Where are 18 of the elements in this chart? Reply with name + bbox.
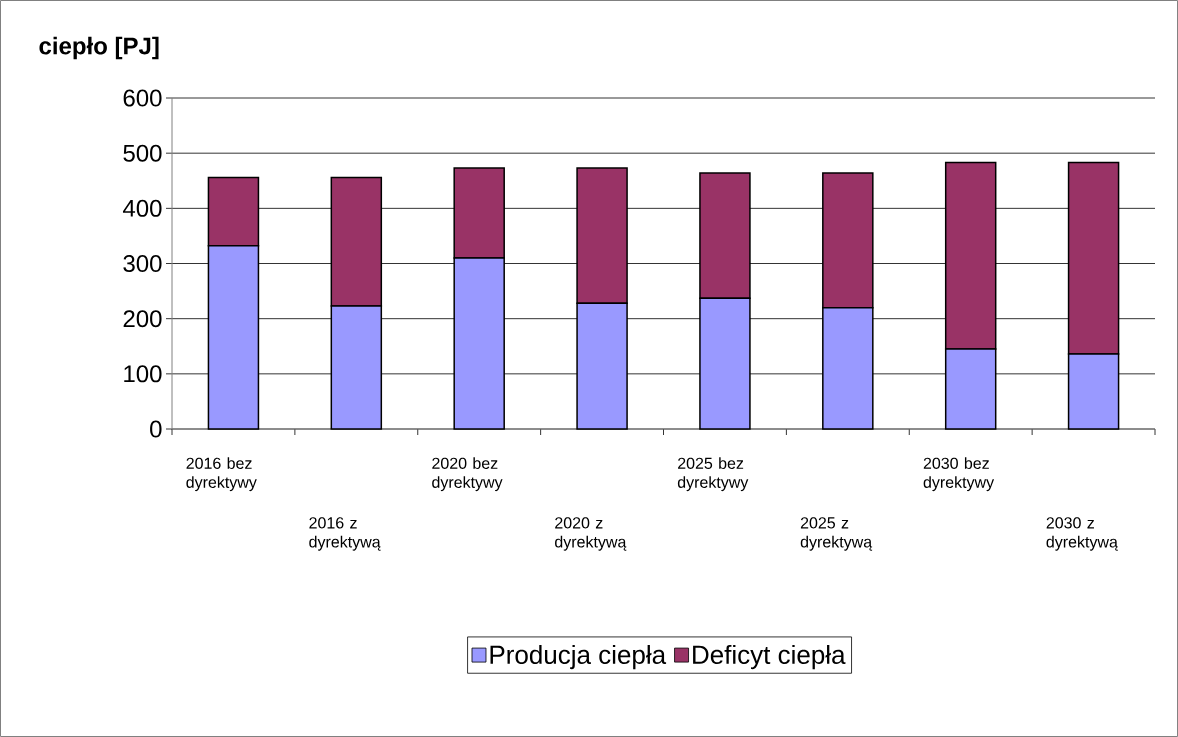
x-tick-label: 2030 bez dyrektywy [923,457,995,492]
y-tick-label: 500 [123,144,162,162]
x-tick-label: 2025 bez dyrektywy [677,457,749,492]
y-tick-label: 400 [122,199,162,217]
y-axis-title: ciepło [PJ] [39,36,159,60]
legend-label: Deficyt ciepła [693,644,846,670]
x-tick-label: 2016 z dyrektywą [309,517,381,551]
y-tick-label: 600 [123,89,162,107]
x-tick-label: 2030 z dyrektywą [1046,517,1118,551]
x-tick-label: 2025 z dyrektywą [800,517,873,551]
legend-label: Producja ciepła [490,644,667,670]
y-tick-label: 100 [124,365,162,383]
y-tick-label: 300 [123,255,162,273]
y-tick-label: 200 [123,310,162,328]
x-tick-label: 2020 bez dyrektywy [432,457,503,492]
x-tick-label: 2016 bez dyrektywy [186,457,257,492]
y-tick-label: 0 [150,420,162,438]
x-tick-label: 2020 z dyrektywą [555,517,627,551]
